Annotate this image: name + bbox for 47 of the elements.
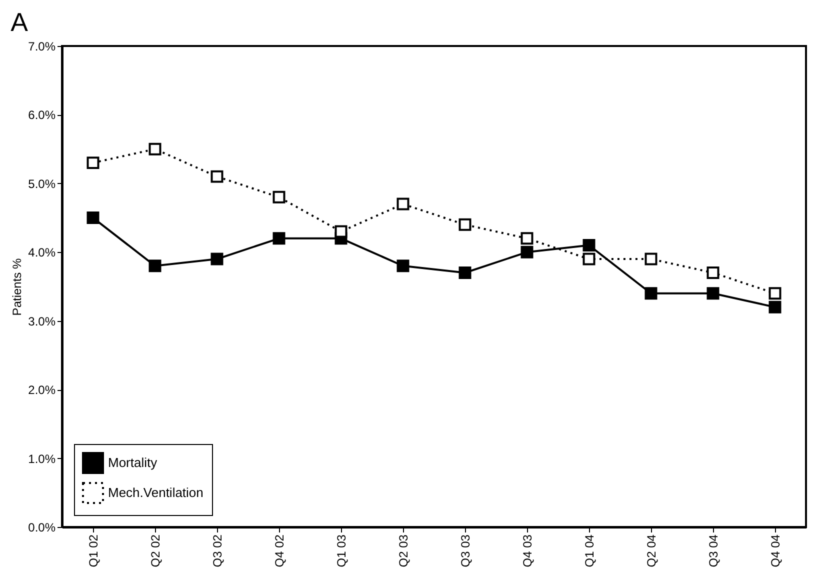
y-axis-title: Patients %	[10, 258, 24, 316]
point	[272, 190, 286, 204]
x-tick-label: Q2 04	[644, 534, 658, 568]
x-tick-label: Q3 04	[706, 534, 720, 568]
point	[520, 232, 534, 245]
y-tick-label: 5.0%	[28, 176, 56, 191]
point	[706, 287, 720, 300]
point	[86, 212, 100, 224]
x-tick-label: Q2 03	[396, 534, 410, 568]
point	[582, 252, 596, 266]
y-tick-label: 7.0%	[28, 40, 56, 54]
x-tick-label: Q4 02	[272, 534, 286, 568]
x-tick-label: Q1 02	[86, 534, 100, 568]
chart-title: A	[10, 7, 29, 37]
y-tick-label: 4.0%	[28, 246, 56, 260]
x-tick-label: Q1 04	[582, 534, 596, 568]
point	[210, 252, 224, 266]
y-tick-label: 2.0%	[28, 383, 56, 398]
point	[458, 218, 472, 231]
point	[396, 198, 410, 210]
point	[272, 232, 286, 245]
x-tick-label: Q3 03	[458, 534, 472, 568]
y-tick-label: 3.0%	[28, 314, 56, 328]
point	[582, 239, 596, 252]
point	[768, 287, 782, 300]
point	[644, 287, 658, 300]
point	[396, 260, 410, 272]
x-tick-label: Q4 04	[768, 534, 782, 568]
legend-label: Mortality	[108, 455, 158, 470]
point	[520, 246, 534, 258]
y-tick-label: 6.0%	[28, 108, 56, 122]
point	[86, 156, 100, 170]
x-tick-label: Q2 02	[148, 534, 162, 568]
point	[334, 225, 348, 238]
x-tick-label: Q1 03	[334, 534, 348, 568]
y-tick-label: 1.0%	[28, 452, 56, 466]
point	[458, 266, 472, 279]
point	[210, 170, 224, 183]
x-tick-label: Q4 03	[520, 534, 534, 568]
point	[148, 260, 162, 272]
legend-label: Mech.Ventilation	[108, 485, 204, 500]
x-tick-label: Q3 02	[210, 534, 224, 568]
point	[768, 300, 782, 314]
y-tick-label: 0.0%	[28, 520, 56, 534]
point	[706, 266, 720, 279]
point	[148, 142, 162, 156]
point	[644, 252, 658, 266]
